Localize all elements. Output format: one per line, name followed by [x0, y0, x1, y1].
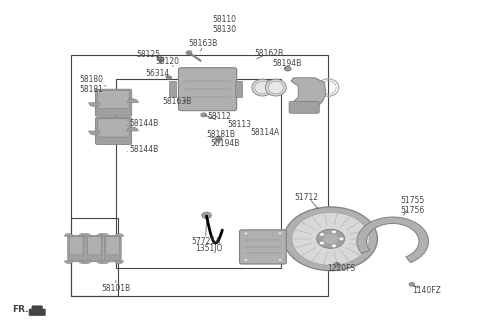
Text: 58125: 58125: [136, 50, 160, 59]
Circle shape: [317, 229, 345, 248]
Text: 58120: 58120: [156, 57, 180, 66]
Circle shape: [201, 113, 206, 117]
Ellipse shape: [252, 79, 273, 96]
Circle shape: [323, 234, 338, 244]
Text: 51755
51756: 51755 51756: [401, 196, 425, 215]
Text: 58144B: 58144B: [129, 119, 158, 128]
Wedge shape: [127, 127, 138, 131]
Wedge shape: [89, 131, 100, 135]
Wedge shape: [127, 99, 138, 103]
Ellipse shape: [265, 79, 286, 96]
Polygon shape: [291, 78, 326, 112]
FancyBboxPatch shape: [32, 306, 42, 310]
Text: 58162B: 58162B: [254, 49, 283, 58]
Text: 58163B: 58163B: [162, 97, 192, 106]
Circle shape: [167, 76, 171, 79]
Text: 58163B: 58163B: [188, 39, 217, 48]
FancyBboxPatch shape: [179, 68, 237, 111]
FancyBboxPatch shape: [68, 236, 85, 262]
Wedge shape: [97, 261, 106, 264]
Circle shape: [243, 258, 248, 261]
Circle shape: [278, 258, 282, 261]
Text: 58180
58181: 58180 58181: [79, 75, 103, 94]
Text: 1220FS: 1220FS: [327, 264, 355, 273]
FancyBboxPatch shape: [96, 117, 132, 145]
Circle shape: [339, 237, 344, 240]
Wedge shape: [64, 261, 73, 264]
Wedge shape: [83, 261, 91, 264]
FancyBboxPatch shape: [88, 237, 101, 255]
Circle shape: [243, 232, 248, 235]
Circle shape: [320, 241, 324, 245]
FancyBboxPatch shape: [29, 309, 45, 316]
Circle shape: [332, 244, 336, 247]
Wedge shape: [79, 234, 87, 236]
FancyBboxPatch shape: [289, 102, 319, 113]
Circle shape: [215, 136, 222, 141]
Wedge shape: [79, 261, 87, 264]
Wedge shape: [115, 261, 123, 264]
Wedge shape: [101, 261, 109, 264]
Wedge shape: [89, 103, 100, 107]
FancyBboxPatch shape: [86, 236, 103, 262]
Circle shape: [186, 51, 192, 55]
Text: FR.: FR.: [12, 305, 28, 314]
Text: 58110
58130: 58110 58130: [213, 15, 237, 34]
Circle shape: [202, 212, 211, 219]
Text: 56194B: 56194B: [210, 139, 240, 148]
Wedge shape: [64, 234, 73, 236]
Text: 58113: 58113: [227, 120, 251, 130]
Wedge shape: [83, 234, 91, 236]
Bar: [169, 81, 176, 97]
Bar: [71, 55, 328, 296]
Circle shape: [157, 57, 164, 62]
Text: 58112: 58112: [207, 113, 231, 121]
Text: 58144B: 58144B: [129, 145, 158, 154]
Text: 58194B: 58194B: [272, 59, 301, 68]
FancyBboxPatch shape: [240, 230, 286, 264]
Bar: [235, 81, 242, 97]
Wedge shape: [101, 234, 109, 236]
FancyBboxPatch shape: [106, 237, 119, 255]
Circle shape: [320, 233, 324, 236]
Bar: [71, 218, 118, 296]
Text: 58114A: 58114A: [250, 128, 279, 137]
Text: 57725A: 57725A: [191, 237, 220, 246]
Circle shape: [334, 262, 340, 267]
Circle shape: [278, 232, 282, 235]
Text: 58181B: 58181B: [206, 130, 236, 139]
Circle shape: [284, 67, 291, 71]
FancyBboxPatch shape: [98, 119, 129, 137]
Polygon shape: [357, 217, 429, 262]
Circle shape: [292, 212, 370, 265]
FancyBboxPatch shape: [104, 236, 121, 262]
Text: 58101B: 58101B: [101, 284, 131, 293]
Circle shape: [409, 282, 415, 286]
Text: 51712: 51712: [295, 193, 319, 202]
Text: 1140FZ: 1140FZ: [413, 286, 442, 295]
Bar: [116, 79, 281, 268]
Circle shape: [332, 230, 336, 234]
FancyBboxPatch shape: [96, 89, 132, 116]
Wedge shape: [97, 234, 106, 236]
Ellipse shape: [255, 81, 270, 94]
Text: 1351JO: 1351JO: [195, 244, 223, 253]
Circle shape: [284, 207, 377, 271]
FancyBboxPatch shape: [98, 91, 129, 109]
Text: 56314: 56314: [146, 70, 170, 78]
FancyBboxPatch shape: [70, 237, 83, 255]
Ellipse shape: [268, 81, 283, 94]
Wedge shape: [115, 234, 123, 236]
